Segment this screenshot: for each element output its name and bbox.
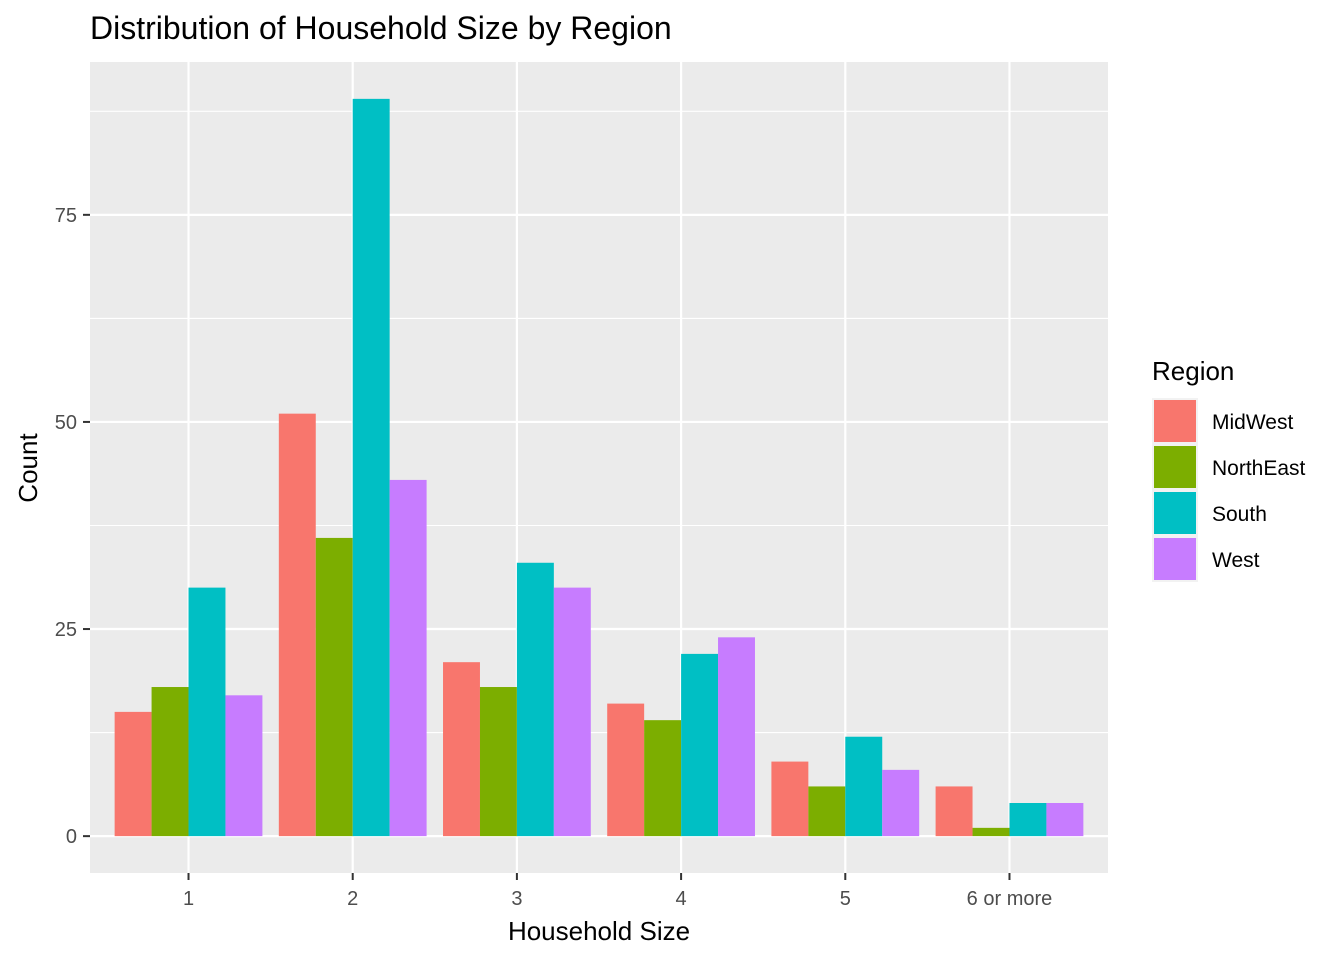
bar-northeast-4: [644, 720, 682, 837]
legend-key-midwest: [1154, 400, 1196, 442]
x-tick-label: 3: [511, 888, 522, 910]
x-tick-label: 5: [840, 888, 851, 910]
bar-midwest-1: [114, 711, 152, 837]
legend-label-midwest: MidWest: [1212, 411, 1293, 434]
bar-south-2: [352, 98, 390, 837]
bar-south-4: [681, 653, 719, 837]
bar-midwest-5: [771, 761, 809, 837]
legend-title: Region: [1152, 356, 1234, 386]
bars-group: [114, 98, 1084, 837]
bar-south-1: [188, 587, 226, 837]
bar-northeast-1: [151, 687, 189, 837]
x-tick-label: 6 or more: [967, 888, 1053, 910]
bar-west-1: [225, 695, 263, 837]
x-axis-title: Household Size: [508, 916, 690, 946]
legend-key-south: [1154, 492, 1196, 534]
bar-northeast-3: [479, 687, 517, 837]
y-tick-label: 25: [55, 619, 77, 641]
y-tick-label: 0: [66, 826, 77, 848]
y-tick-label: 75: [55, 205, 77, 227]
bar-west-5: [882, 769, 920, 837]
bar-northeast-5: [808, 786, 846, 837]
bar-northeast-6-or-more: [972, 827, 1010, 837]
x-tick-label: 2: [347, 888, 358, 910]
bar-west-6-or-more: [1046, 803, 1084, 837]
y-axis-title: Count: [13, 433, 43, 503]
legend-label-west: West: [1212, 549, 1260, 572]
bar-south-5: [845, 736, 883, 837]
bar-south-6-or-more: [1009, 803, 1047, 837]
bar-midwest-4: [607, 703, 645, 837]
x-axis: 1 2 3 4 5 6 or more: [183, 873, 1052, 910]
bar-midwest-3: [443, 662, 480, 837]
legend: Region MidWest NorthEast South West: [1152, 356, 1306, 582]
bar-west-3: [553, 587, 591, 837]
x-tick-label: 4: [676, 888, 687, 910]
bar-midwest-2: [278, 413, 316, 837]
legend-label-south: South: [1212, 503, 1267, 526]
legend-label-northeast: NorthEast: [1212, 457, 1306, 480]
x-tick-label: 1: [183, 888, 194, 910]
bar-south-3: [516, 562, 554, 837]
y-axis: 0 25 50 75: [55, 205, 90, 848]
legend-key-northeast: [1154, 446, 1196, 488]
y-tick-label: 50: [55, 412, 77, 434]
bar-west-2: [389, 479, 427, 837]
bar-west-4: [718, 637, 755, 837]
legend-key-west: [1154, 538, 1196, 580]
chart-title: Distribution of Household Size by Region: [90, 10, 672, 46]
bar-northeast-2: [315, 537, 353, 837]
bar-midwest-6-or-more: [935, 786, 973, 837]
